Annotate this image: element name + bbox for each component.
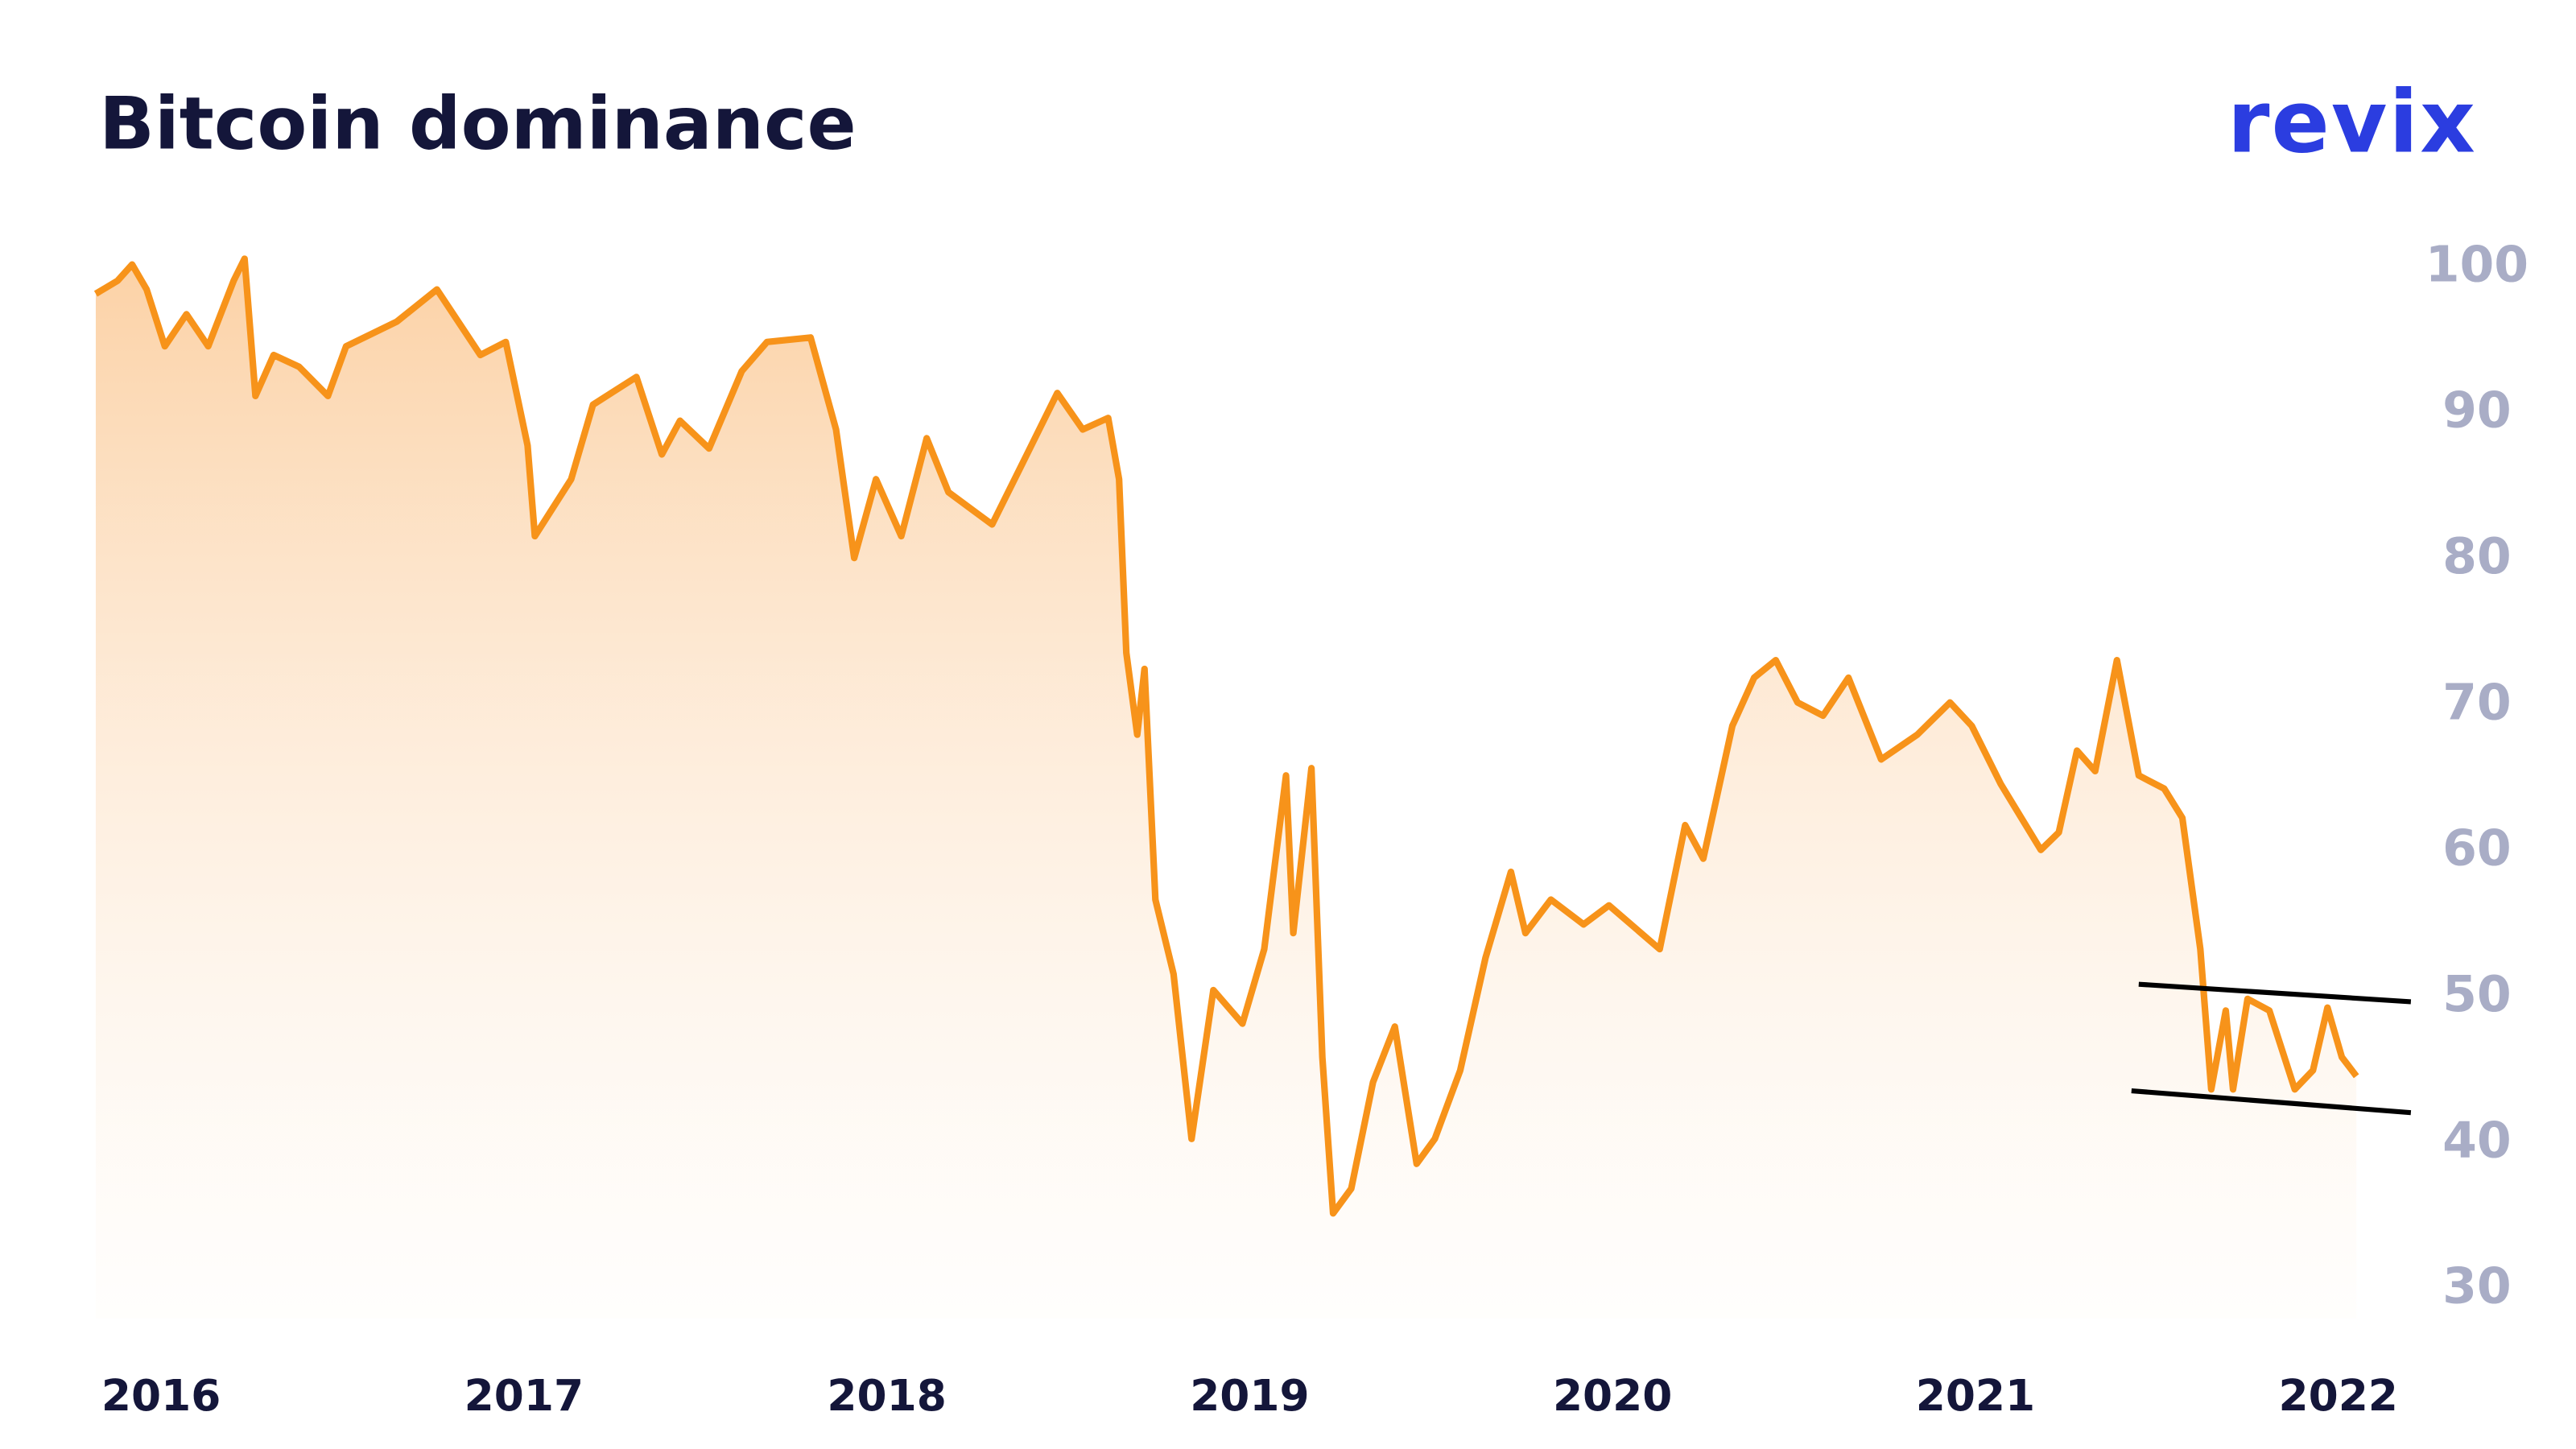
y-tick-label: 60 bbox=[2442, 819, 2512, 877]
x-tick-label: 2019 bbox=[1190, 1370, 1309, 1421]
y-tick-label: 50 bbox=[2442, 965, 2512, 1023]
brand-logo: revix bbox=[2227, 73, 2477, 173]
y-tick-label: 100 bbox=[2425, 235, 2529, 293]
x-tick-label: 2021 bbox=[1916, 1370, 2035, 1421]
y-tick-label: 90 bbox=[2442, 382, 2512, 440]
x-tick-label: 2016 bbox=[101, 1370, 221, 1421]
y-tick-label: 80 bbox=[2442, 527, 2512, 585]
trend-line bbox=[2138, 981, 2412, 1005]
x-tick-label: 2017 bbox=[464, 1370, 584, 1421]
trend-line bbox=[2131, 1088, 2412, 1116]
y-tick-label: 70 bbox=[2442, 673, 2512, 731]
x-tick-label: 2018 bbox=[827, 1370, 946, 1421]
line bbox=[93, 255, 2359, 1217]
x-tick-label: 2020 bbox=[1553, 1370, 1672, 1421]
y-tick-label: 40 bbox=[2442, 1111, 2512, 1169]
area-fill bbox=[95, 258, 2357, 1319]
y-tick-label: 30 bbox=[2442, 1257, 2512, 1315]
x-tick-label: 2022 bbox=[2278, 1370, 2397, 1421]
chart-title: Bitcoin dominance bbox=[99, 82, 857, 167]
